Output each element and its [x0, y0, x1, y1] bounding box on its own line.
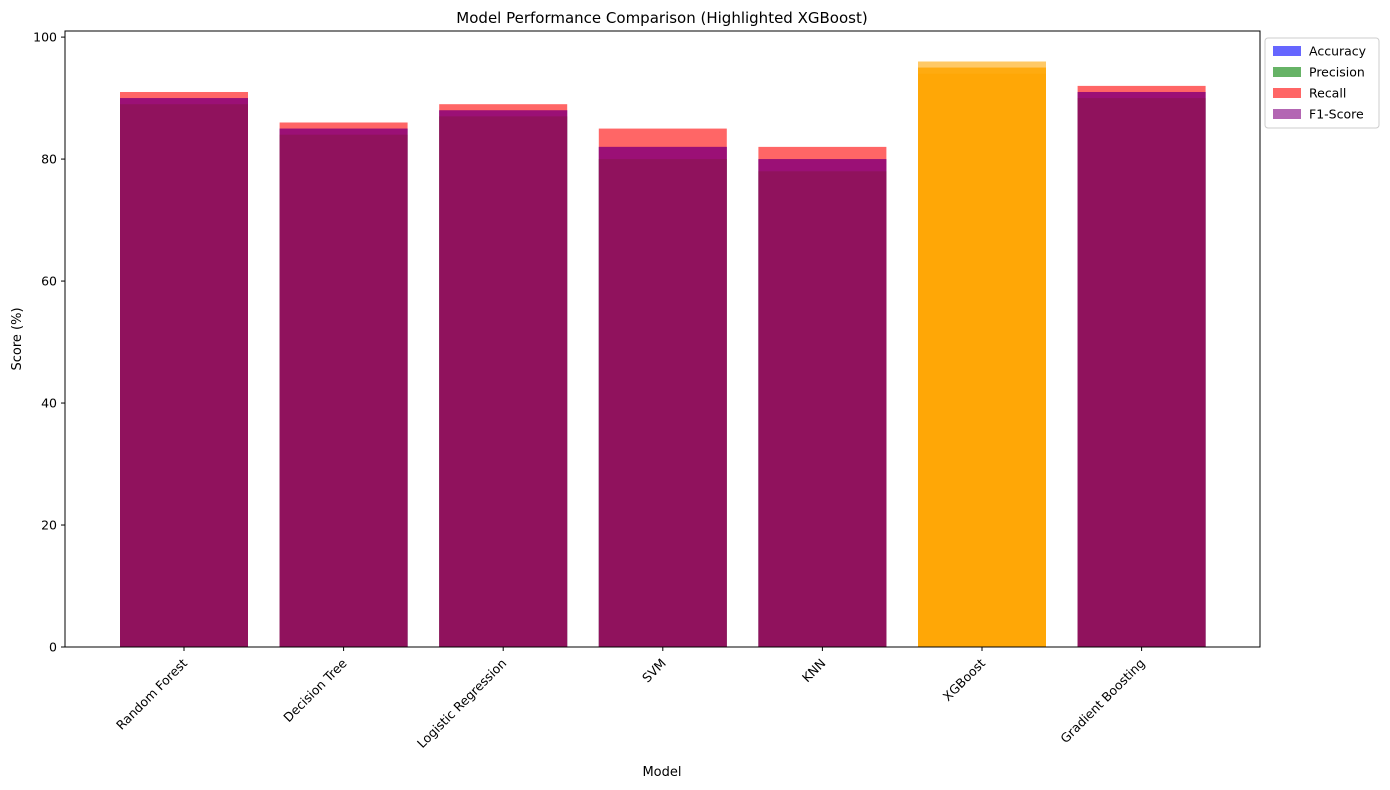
legend-swatch	[1273, 88, 1301, 98]
bar-f1-score-knn	[758, 159, 887, 647]
y-tick-label: 40	[41, 396, 57, 411]
legend-swatch	[1273, 67, 1301, 77]
bar-f1-score-gradient-boosting	[1077, 91, 1206, 648]
y-tick-label: 20	[41, 518, 57, 533]
legend-swatch	[1273, 46, 1301, 56]
bars-layer	[120, 61, 1206, 648]
y-tick-label: 0	[49, 640, 57, 655]
legend-box	[1264, 37, 1380, 129]
y-axis: 0 20 40 60 80 100	[33, 30, 65, 655]
y-axis-label: Score (%)	[10, 307, 25, 370]
x-axis-label: Model	[642, 765, 681, 780]
legend-label: Precision	[1309, 65, 1365, 80]
x-tick-label: Random Forest	[113, 655, 190, 732]
bar-f1-score-svm	[598, 146, 727, 647]
bar-f1-score-decision-tree	[279, 128, 408, 647]
legend-label: F1-Score	[1309, 107, 1364, 122]
y-tick-label: 80	[41, 152, 57, 167]
x-tick-label: SVM	[639, 656, 669, 686]
y-tick-label: 100	[33, 30, 57, 45]
legend-swatch	[1273, 109, 1301, 119]
x-tick-label: Gradient Boosting	[1057, 656, 1148, 747]
x-tick-label: XGBoost	[940, 655, 989, 704]
x-axis: Random Forest Decision Tree Logistic Regre…	[113, 647, 1148, 751]
legend: Accuracy Precision Recall F1-Score	[1264, 37, 1380, 129]
bar-f1-score-logistic-regression	[439, 110, 568, 648]
bar-f1-score-random-forest	[120, 98, 248, 648]
x-tick-label: Decision Tree	[280, 655, 350, 725]
bar-f1-score-xgboost	[918, 67, 1046, 648]
x-tick-label: Logistic Regression	[414, 656, 509, 751]
x-tick-label: KNN	[799, 656, 829, 686]
y-tick-label: 60	[41, 274, 57, 289]
chart-title: Model Performance Comparison (Highlighte…	[456, 9, 867, 27]
legend-label: Recall	[1309, 86, 1346, 101]
legend-label: Accuracy	[1309, 44, 1367, 59]
